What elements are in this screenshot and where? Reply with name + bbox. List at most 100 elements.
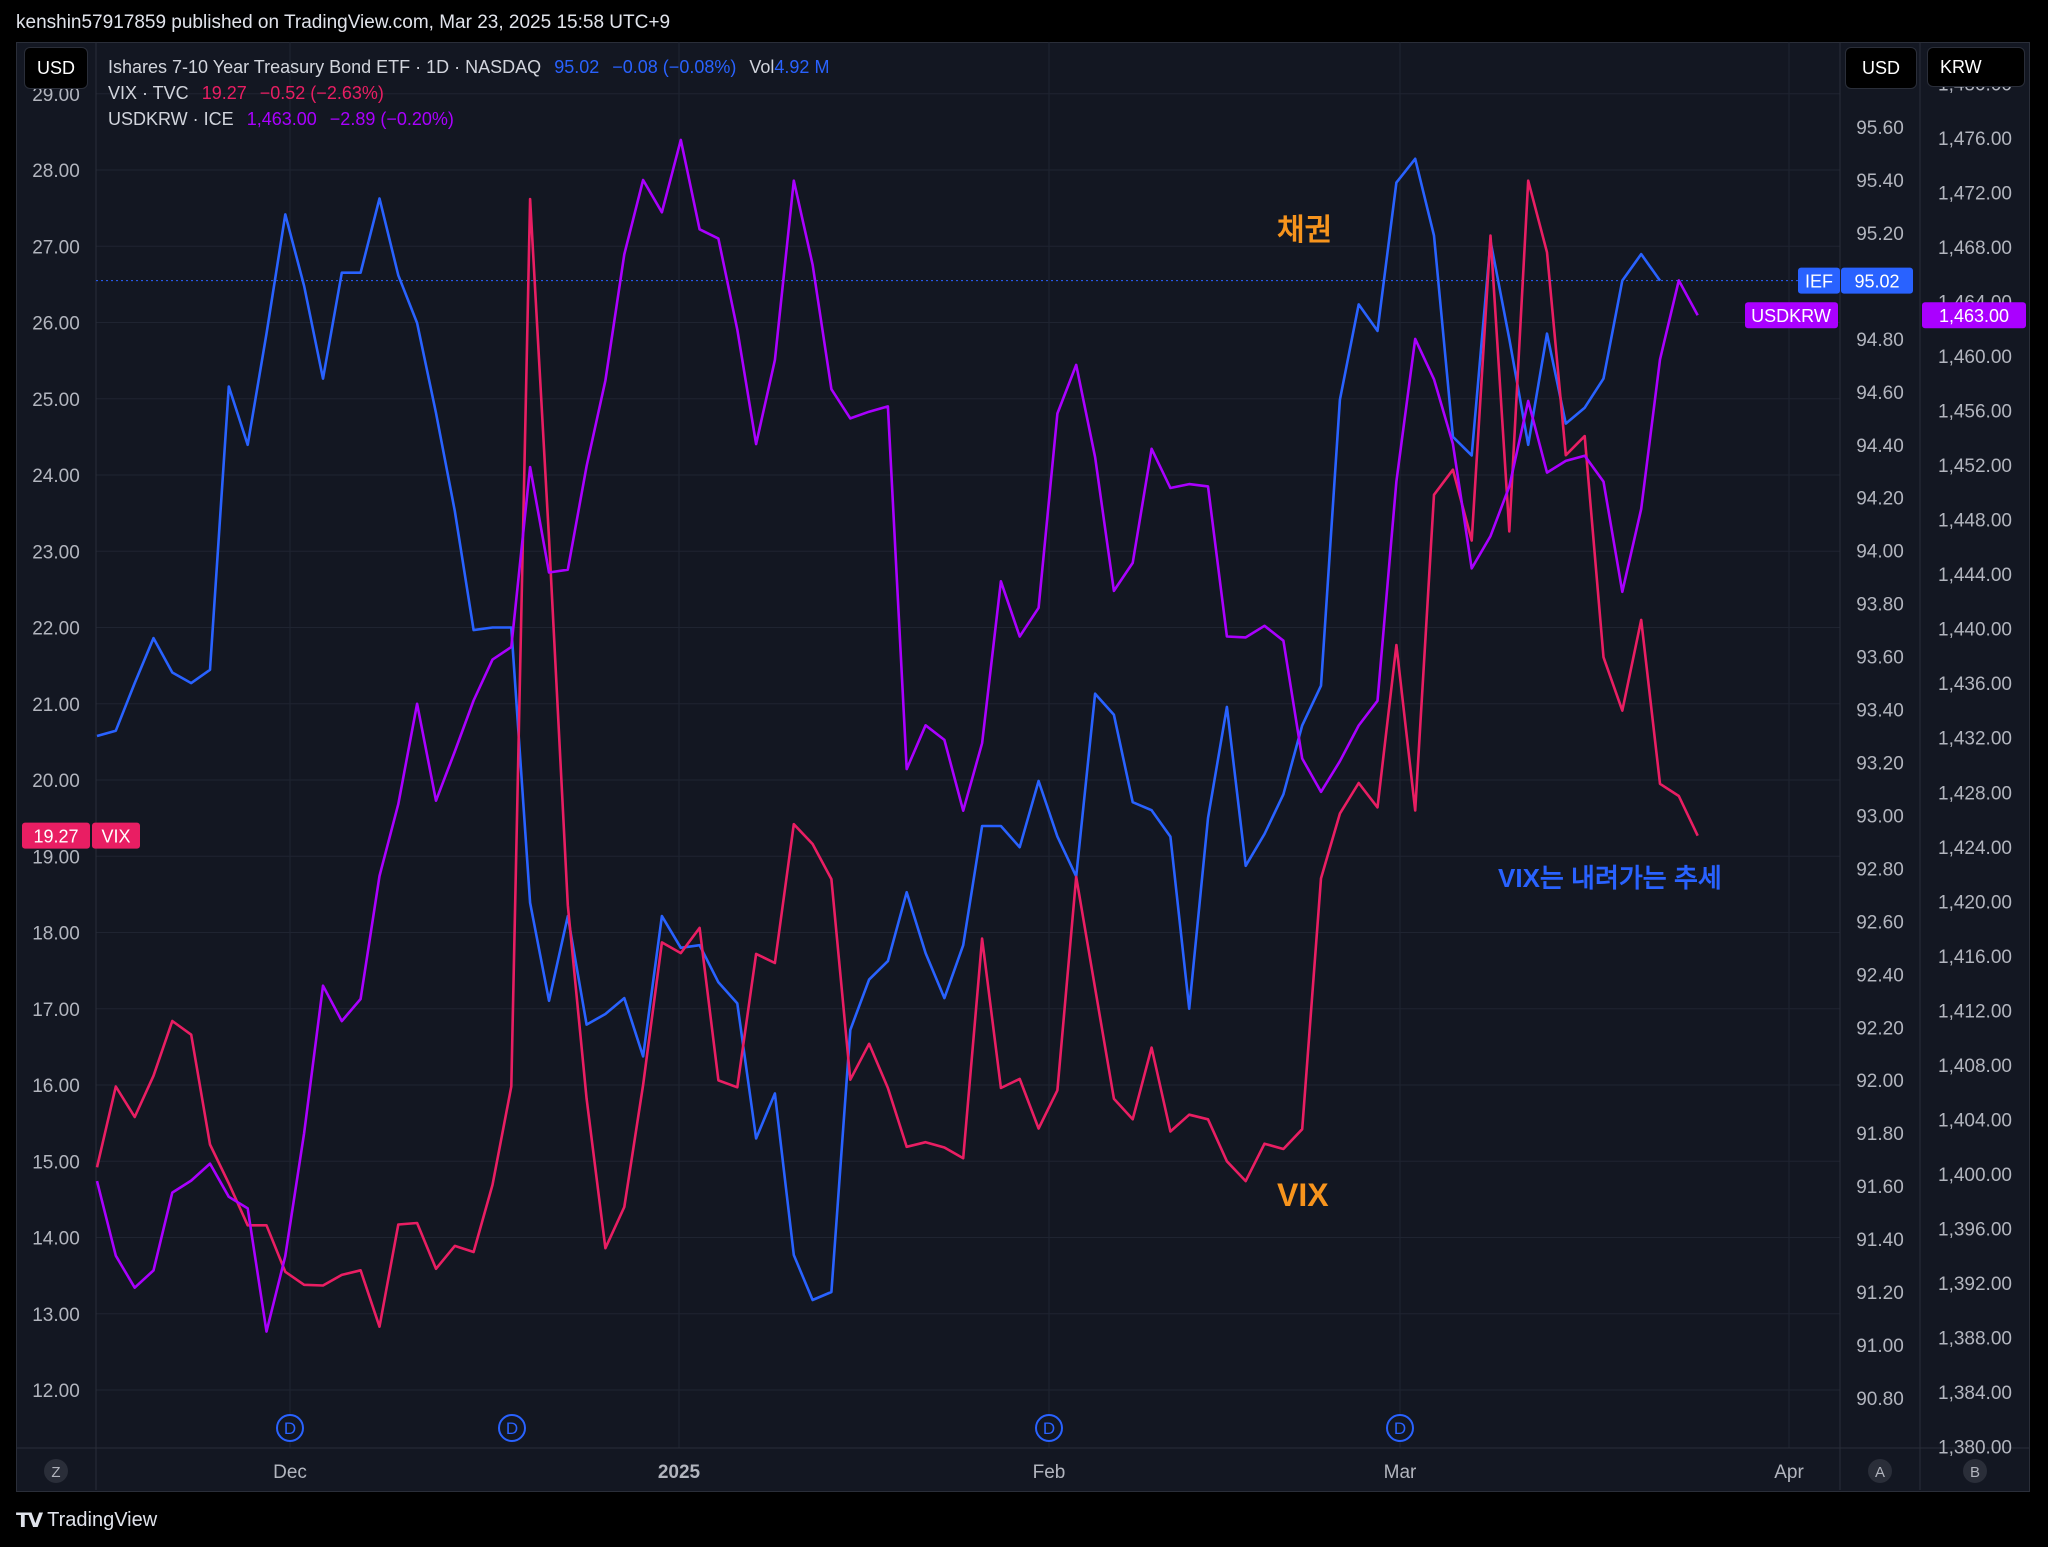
series-points-vix [95,179,1699,1328]
left-axis-unit-button[interactable]: USD [24,47,88,89]
left-axis-tick-label: 28.00 [32,161,80,182]
series-line-usdkrw [95,138,1699,1333]
right2-axis-tick-label: 1,476.00 [1938,129,2012,150]
right1-axis-tick-label: 95.20 [1856,224,1904,245]
right1-axis-tick-label: 91.00 [1856,1336,1904,1357]
right2-axis-tick-label: 1,416.00 [1938,947,2012,968]
axis-corner-button-label: A [1875,1464,1885,1481]
right1-axis-tick-label: 92.20 [1856,1018,1904,1039]
legend-volume-value: 4.92 M [774,57,830,77]
usdkrw-symbol-tag-label: USDKRW [1751,306,1831,326]
right1-axis-tick-label: 93.60 [1856,648,1904,669]
brand-name: TradingView [47,1509,158,1531]
vix-symbol-tag-label: VIX [101,827,130,847]
chart-annotation: VIX는 내려가는 추세 [1498,863,1722,893]
left-axis-tick-label: 24.00 [32,466,80,487]
axis-corner-button-bg [1868,1459,1892,1483]
time-axis-tick-label: Apr [1774,1462,1804,1483]
right1-axis-tick-label: 91.60 [1856,1177,1904,1198]
right1-axis-tick-label: 92.80 [1856,859,1904,880]
chart-annotation: VIX [1277,1177,1329,1213]
right1-axis-tick-label: 95.40 [1856,171,1904,192]
legend-series-change: −0.08 (−0.08%) [612,57,737,77]
series-points-ief [95,157,1661,1301]
legend-row-usdkrw[interactable]: USDKRW · ICE 1,463.00 −2.89 (−0.20%) [108,106,829,132]
dividend-marker: D [1035,1414,1063,1442]
right2-axis-tick-label: 1,420.00 [1938,892,2012,913]
right2-axis-tick-label: 1,396.00 [1938,1219,2012,1240]
right1-axis-tick-label: 90.80 [1856,1389,1904,1410]
right2-axis-tick-label: 1,408.00 [1938,1056,2012,1077]
axis-corner-button-bg [44,1459,68,1483]
tradingview-brand[interactable]: 𝗧𝗩 TradingView [16,1508,157,1533]
left-axis-tick-label: 19.00 [32,847,80,868]
axis-corner-button[interactable]: B [1963,1459,1987,1483]
right1-axis-tick-label: 94.80 [1856,330,1904,351]
dividend-marker-circle [1386,1414,1414,1442]
left-axis-tick-label: 14.00 [32,1229,80,1250]
tradingview-logo-icon: 𝗧𝗩 [16,1510,43,1532]
time-axis-tick-label: 2025 [658,1462,701,1483]
dividend-marker-label: D [284,1419,296,1438]
dividend-marker: D [1386,1414,1414,1442]
right1-axis-tick-label: 94.60 [1856,383,1904,404]
legend-volume-label: Vol [749,57,775,77]
right2-axis-tick-label: 1,380.00 [1938,1438,2012,1459]
series-points-usdkrw [95,138,1699,1333]
dividend-marker-circle [1035,1414,1063,1442]
ief-symbol-tag-label: IEF [1805,272,1833,292]
right1-axis-tick-label: 94.00 [1856,542,1904,563]
legend-series-price: 19.27 [201,83,247,103]
right2-axis-tick-label: 1,412.00 [1938,1001,2012,1022]
legend-row-ief[interactable]: Ishares 7-10 Year Treasury Bond ETF · 1D… [108,54,829,80]
left-axis-tick-label: 12.00 [32,1381,80,1402]
left-axis-tick-label: 23.00 [32,542,80,563]
dividend-marker-label: D [1043,1419,1055,1438]
right2-axis-tick-label: 1,392.00 [1938,1274,2012,1295]
right2-axis-tick-label: 1,428.00 [1938,783,2012,804]
series-line-vix [95,179,1699,1328]
left-axis-tick-label: 18.00 [32,924,80,945]
usdkrw-last-value-tag [1922,302,2026,329]
right1-axis-tick-label: 91.20 [1856,1283,1904,1304]
left-axis-tick-label: 17.00 [32,1000,80,1021]
right2-axis-tick-label: 1,400.00 [1938,1165,2012,1186]
right-axis-unit-button[interactable]: USD [1845,47,1917,89]
ief-symbol-tag [1798,267,1840,294]
right1-axis-tick-label: 92.00 [1856,1071,1904,1092]
ief-last-value-label: 95.02 [1854,272,1899,292]
legend-series-change: −0.52 (−2.63%) [259,83,384,103]
axis-corner-button-label: B [1970,1464,1980,1481]
left-axis-tick-label: 26.00 [32,314,80,335]
right1-axis-tick-label: 91.40 [1856,1230,1904,1251]
right1-axis-tick-label: 93.00 [1856,806,1904,827]
right2-axis-tick-label: 1,404.00 [1938,1110,2012,1131]
right2-axis-tick-label: 1,460.00 [1938,347,2012,368]
right2-axis-tick-label: 1,436.00 [1938,674,2012,695]
time-axis-tick-label: Mar [1384,1462,1417,1483]
krw-axis-unit-button[interactable]: KRW [1927,47,2025,87]
left-axis-tick-label: 21.00 [32,695,80,716]
legend-series-name: Ishares 7-10 Year Treasury Bond ETF · 1D… [108,57,542,77]
publisher-header: kenshin57917859 published on TradingView… [16,12,671,33]
right1-axis-tick-label: 92.40 [1856,965,1904,986]
usdkrw-symbol-tag [1745,302,1838,329]
axis-corner-button[interactable]: Z [44,1459,68,1483]
chart-annotation: 채권 [1277,214,1332,247]
right2-axis-tick-label: 1,384.00 [1938,1383,2012,1404]
left-axis-tick-label: 29.00 [32,85,80,106]
legend-series-name: VIX · TVC [108,83,189,103]
legend-series-change: −2.89 (−0.20%) [329,109,454,129]
axis-corner-button[interactable]: A [1868,1459,1892,1483]
dividend-marker-circle [498,1414,526,1442]
left-axis-tick-label: 20.00 [32,771,80,792]
legend-row-vix[interactable]: VIX · TVC 19.27 −0.52 (−2.63%) [108,80,829,106]
chart-legend: Ishares 7-10 Year Treasury Bond ETF · 1D… [108,54,829,132]
dividend-marker-circle [276,1414,304,1442]
right2-axis-tick-label: 1,472.00 [1938,184,2012,205]
left-axis-tick-label: 22.00 [32,619,80,640]
chart-panel [16,42,2030,1492]
legend-series-price: 95.02 [554,57,600,77]
axis-corner-button-bg [1963,1459,1987,1483]
